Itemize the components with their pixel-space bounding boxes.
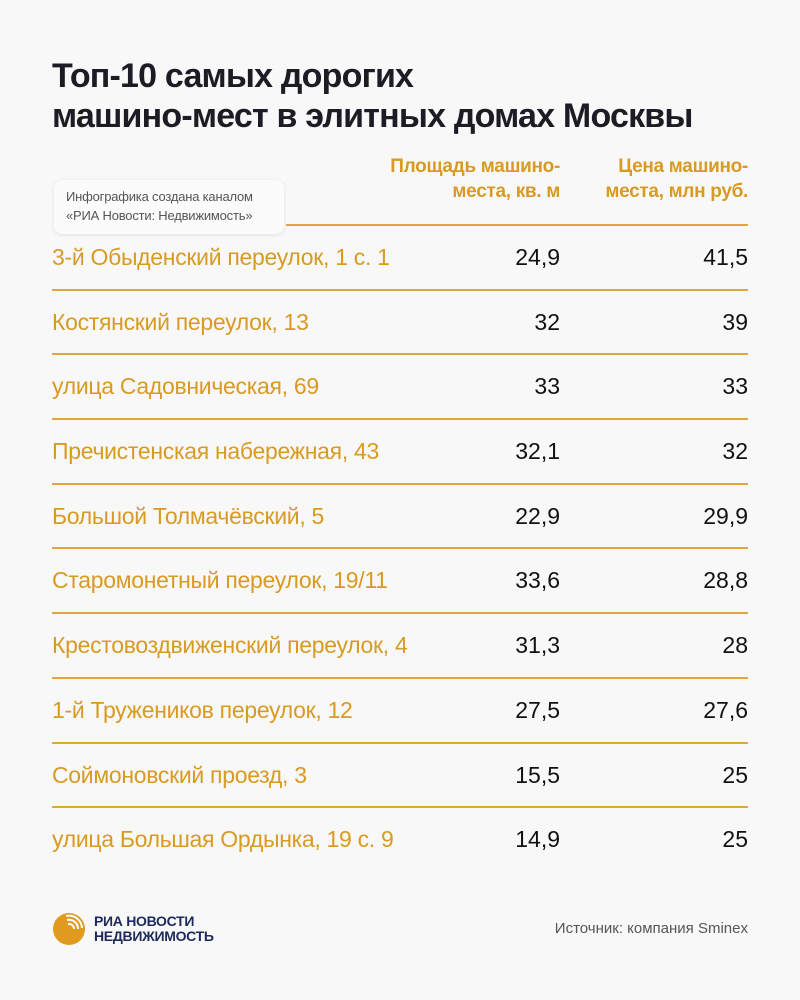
title-line-1: Топ-10 самых дорогих [52, 57, 414, 95]
address-cell: улица Садовническая, 69 [52, 373, 319, 400]
title-line-2: машино-мест в элитных домах Москвы [52, 97, 693, 135]
area-cell: 27,5 [515, 696, 560, 723]
address-cell: 1-й Тружеников переулок, 12 [52, 696, 353, 723]
source-note: Источник: компания Sminex [554, 920, 748, 937]
price-cell: 28,8 [703, 567, 748, 594]
address-cell: 3-й Обыденский переулок, 1 с. 1 [52, 244, 390, 270]
area-cell: 15,5 [515, 761, 560, 788]
price-cell: 25 [722, 826, 748, 853]
table-row: 1-й Тружеников переулок, 12 27,5 27,6 [52, 679, 748, 744]
address-cell: Большой Толмачёвский, 5 [52, 502, 324, 529]
area-cell: 33,6 [515, 567, 560, 594]
price-cell: 32 [722, 438, 748, 465]
ria-logo: РИА НОВОСТИ НЕДВИЖИМОСТЬ [52, 912, 214, 946]
price-cell: 41,5 [703, 244, 748, 270]
price-cell: 28 [722, 632, 748, 659]
area-cell: 32 [534, 308, 560, 335]
page-title: Топ-10 самых дорогих машино-мест в элитн… [52, 56, 693, 136]
table-row: Старомонетный переулок, 19/11 33,6 28,8 [52, 549, 748, 615]
address-cell: Костянский переулок, 13 [52, 308, 309, 335]
table-row: Большой Толмачёвский, 5 22,9 29,9 [52, 485, 748, 550]
ria-globe-icon [53, 913, 85, 945]
address-cell: Пречистенская набережная, 43 [52, 438, 379, 465]
address-cell: Соймоновский проезд, 3 [52, 761, 307, 788]
table-row: 3-й Обыденский переулок, 1 с. 1 24,9 41,5 [52, 226, 748, 291]
area-cell: 33 [534, 373, 560, 400]
logo-line-2: НЕДВИЖИМОСТЬ [94, 928, 214, 944]
column-header-area-line-2: места, кв. м [452, 181, 560, 202]
area-cell: 24,9 [515, 244, 560, 270]
price-cell: 25 [722, 761, 748, 788]
badge-line-1: Инфографика создана каналом [66, 189, 253, 204]
logo-text: РИА НОВОСТИ НЕДВИЖИМОСТЬ [94, 914, 214, 944]
address-cell: улица Большая Ордынка, 19 с. 9 [52, 826, 394, 853]
price-cell: 29,9 [703, 502, 748, 529]
price-cell: 27,6 [703, 696, 748, 723]
address-cell: Крестовоздвиженский переулок, 4 [52, 632, 408, 659]
column-header-price-line-1: Цена машино- [618, 156, 748, 177]
area-cell: 32,1 [515, 438, 560, 465]
column-header-price-line-2: места, млн руб. [605, 181, 748, 202]
data-table: 3-й Обыденский переулок, 1 с. 1 24,9 41,5 … [52, 226, 748, 873]
table-row: улица Большая Ордынка, 19 с. 9 14,9 25 [52, 808, 748, 873]
column-header-price: Цена машино- места, млн руб. [605, 154, 748, 204]
address-cell: Старомонетный переулок, 19/11 [52, 567, 388, 594]
table-row: Пречистенская набережная, 43 32,1 32 [52, 420, 748, 485]
area-cell: 22,9 [515, 502, 560, 529]
column-header-area-line-1: Площадь машино- [390, 156, 560, 177]
table-row: Соймоновский проезд, 3 15,5 25 [52, 744, 748, 809]
channel-badge: Инфографика создана каналом «РИА Новости… [54, 180, 284, 234]
column-header-area: Площадь машино- места, кв. м [390, 154, 560, 204]
table-row: улица Садовническая, 69 33 33 [52, 355, 748, 421]
area-cell: 14,9 [515, 826, 560, 853]
area-cell: 31,3 [515, 632, 560, 659]
table-row: Костянский переулок, 13 32 39 [52, 291, 748, 356]
badge-line-2: «РИА Новости: Недвижимость» [66, 208, 253, 223]
header-divider [286, 224, 748, 226]
logo-line-1: РИА НОВОСТИ [94, 913, 195, 929]
table-row: Крестовоздвиженский переулок, 4 31,3 28 [52, 614, 748, 679]
price-cell: 33 [722, 373, 748, 400]
price-cell: 39 [722, 308, 748, 335]
